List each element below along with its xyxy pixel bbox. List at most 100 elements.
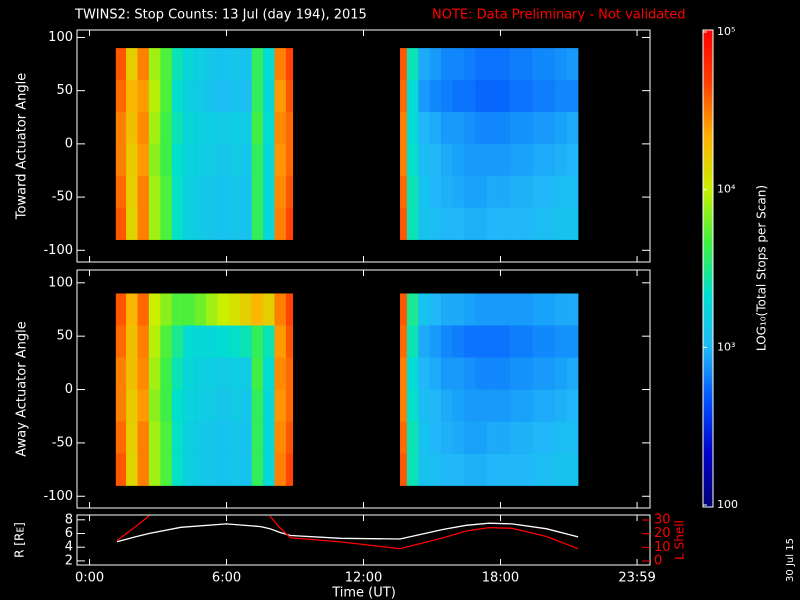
heatmap-cell <box>418 357 431 390</box>
heatmap-cell <box>137 48 150 81</box>
heatmap-cell <box>429 325 442 358</box>
heatmap-cell <box>429 175 442 209</box>
heatmap-cell <box>217 48 230 81</box>
heatmap-cell <box>429 453 442 486</box>
heatmap-cell <box>509 325 522 358</box>
heatmap-cell <box>126 293 138 326</box>
heatmap-cell <box>171 293 184 326</box>
heatmap-cell <box>171 143 184 177</box>
heatmap-cell <box>148 293 161 326</box>
heatmap-cell <box>463 80 476 113</box>
heatmap-cell <box>498 421 510 454</box>
heatmap-cell <box>418 111 431 145</box>
heatmap-cell <box>217 143 230 177</box>
heatmap-cell <box>418 421 431 454</box>
heatmap-cell <box>171 48 184 81</box>
heatmap-cell <box>452 293 465 326</box>
heatmap-cell <box>498 357 510 390</box>
heatmap-cell <box>228 143 241 177</box>
heatmap-cell <box>115 357 127 390</box>
heatmap-cell <box>171 111 184 145</box>
heatmap-cell <box>137 421 150 454</box>
y-tick-label: 50 <box>56 83 73 98</box>
heatmap-cell <box>498 80 510 113</box>
heatmap-cell <box>205 207 218 240</box>
heatmap-cell <box>555 143 567 177</box>
heatmap-cell <box>543 80 556 113</box>
heatmap-cell <box>205 143 218 177</box>
heatmap-cell <box>274 389 287 422</box>
heatmap-cell <box>418 325 431 358</box>
heatmap-cell <box>475 111 488 145</box>
heatmap-cell <box>160 143 173 177</box>
heatmap-cell <box>115 389 127 422</box>
heatmap-cell <box>566 453 579 486</box>
heatmap-cell <box>240 389 252 422</box>
heatmap-cell <box>475 357 488 390</box>
heatmap-cell <box>486 207 499 240</box>
heatmap-cell <box>521 421 533 454</box>
heatmap-cell <box>137 80 150 113</box>
heatmap-cell <box>183 325 195 358</box>
heatmap-cell <box>194 453 207 486</box>
heatmap-cell <box>183 421 195 454</box>
heatmap-cell <box>263 293 275 326</box>
heatmap-cell <box>285 421 294 454</box>
heatmap-cell <box>251 357 264 390</box>
heatmap-cell <box>555 207 567 240</box>
heatmap-cell <box>498 293 510 326</box>
heatmap-cell <box>406 325 419 358</box>
heatmap-cell <box>543 389 556 422</box>
heatmap-cell <box>543 453 556 486</box>
heatmap-cell <box>452 111 465 145</box>
heatmap-cell <box>228 293 241 326</box>
heatmap-cell <box>555 453 567 486</box>
heatmap-cell <box>240 293 252 326</box>
heatmap-cell <box>183 80 195 113</box>
heatmap-cell <box>463 207 476 240</box>
heatmap-cell <box>400 325 408 358</box>
colorbar-label: LOG₁₀(Total Stops per Scan) <box>755 185 769 351</box>
heatmap-cell <box>521 48 533 81</box>
heatmap-cell <box>148 80 161 113</box>
heatmap-cell <box>521 111 533 145</box>
heatmap-cell <box>251 111 264 145</box>
x-axis-label: Time (UT) <box>331 586 396 600</box>
heatmap-cell <box>543 207 556 240</box>
heatmap-cell <box>183 175 195 209</box>
heatmap-cell <box>441 357 453 390</box>
heatmap-cell <box>148 143 161 177</box>
heatmap-cell <box>274 175 287 209</box>
heatmap-cell <box>566 293 579 326</box>
heatmap-cell <box>115 207 127 240</box>
heatmap-cell <box>429 143 442 177</box>
heatmap-cell <box>148 111 161 145</box>
heatmap-cell <box>160 389 173 422</box>
x-tick-label: 12:00 <box>345 571 382 586</box>
heatmap-cell <box>263 325 275 358</box>
heatmap-cell <box>251 389 264 422</box>
heatmap-cell <box>441 453 453 486</box>
heatmap-cell <box>160 293 173 326</box>
heatmap-cell <box>429 48 442 81</box>
y2-axis-label: L Shell <box>673 520 687 560</box>
heatmap-cell <box>463 453 476 486</box>
heatmap-cell <box>532 80 545 113</box>
heatmap-cell <box>285 143 294 177</box>
heatmap-cell <box>555 111 567 145</box>
heatmap-cell <box>205 421 218 454</box>
heatmap-cell <box>532 175 545 209</box>
heatmap-cell <box>521 357 533 390</box>
heatmap-cell <box>486 48 499 81</box>
heatmap-cell <box>452 453 465 486</box>
heatmap-cell <box>532 207 545 240</box>
colorbar-tick-label: 10⁴ <box>717 183 736 196</box>
heatmap-cell <box>137 143 150 177</box>
heatmap-cell <box>160 453 173 486</box>
heatmap-cell <box>486 389 499 422</box>
heatmap-cell <box>183 143 195 177</box>
heatmap-cell <box>452 143 465 177</box>
y2-tick-label: 30 <box>654 513 671 528</box>
heatmap-cell <box>148 207 161 240</box>
y-tick-label: 50 <box>56 329 73 344</box>
